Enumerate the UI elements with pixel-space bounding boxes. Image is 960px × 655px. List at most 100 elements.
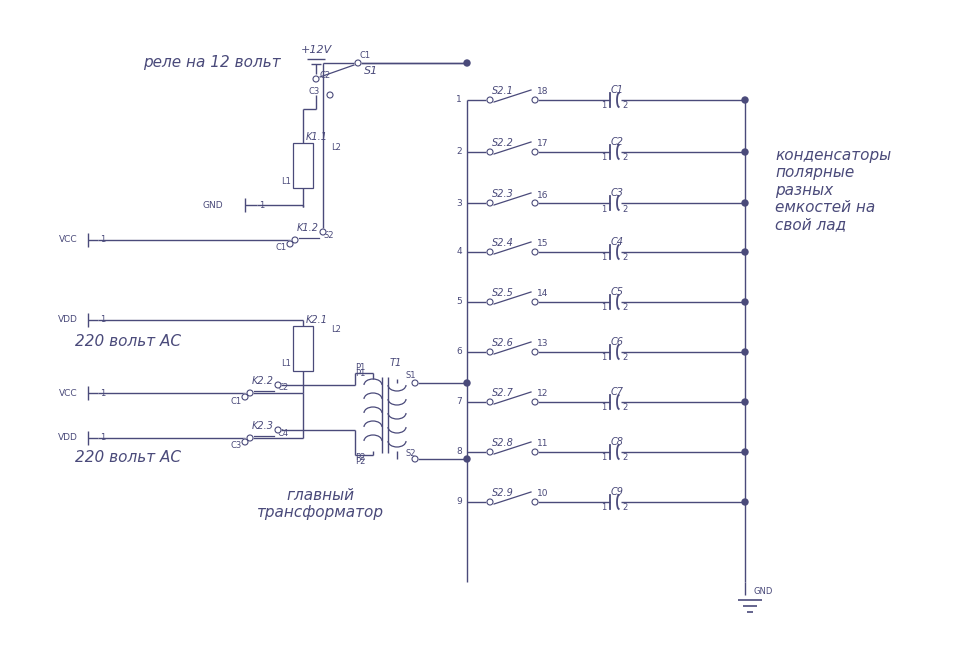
Text: C1: C1	[276, 244, 287, 252]
Text: P1: P1	[355, 369, 366, 377]
Text: L1: L1	[281, 360, 291, 369]
Circle shape	[742, 449, 748, 455]
Circle shape	[742, 299, 748, 305]
Text: 1: 1	[100, 388, 106, 398]
Text: S2: S2	[405, 449, 416, 457]
Text: K2.1: K2.1	[306, 315, 328, 325]
Circle shape	[532, 299, 538, 305]
Text: C4: C4	[611, 237, 624, 247]
Text: K2.3: K2.3	[252, 421, 274, 431]
Text: 1: 1	[601, 204, 607, 214]
Circle shape	[464, 60, 470, 66]
Circle shape	[487, 449, 493, 455]
Circle shape	[247, 390, 253, 396]
Circle shape	[532, 499, 538, 505]
Text: GND: GND	[753, 588, 773, 597]
Circle shape	[742, 499, 748, 505]
Circle shape	[355, 60, 361, 66]
Circle shape	[532, 349, 538, 355]
Text: C1: C1	[611, 85, 624, 95]
Circle shape	[742, 149, 748, 155]
Text: S2: S2	[323, 231, 333, 240]
Text: C3: C3	[230, 441, 242, 451]
Text: VDD: VDD	[59, 316, 78, 324]
Text: 1: 1	[601, 504, 607, 512]
Circle shape	[320, 229, 326, 235]
Text: C2: C2	[278, 383, 289, 392]
Text: L2: L2	[331, 326, 341, 335]
Text: 11: 11	[537, 440, 548, 449]
Text: VDD: VDD	[59, 434, 78, 443]
Circle shape	[464, 456, 470, 462]
Text: C1: C1	[230, 396, 242, 405]
Text: K1.2: K1.2	[297, 223, 319, 233]
Text: 1: 1	[601, 303, 607, 312]
Text: 18: 18	[537, 88, 548, 96]
Text: 220 вольт AC: 220 вольт AC	[75, 451, 181, 466]
Text: главный
трансформатор: главный трансформатор	[256, 488, 383, 521]
Text: C6: C6	[611, 337, 624, 347]
Circle shape	[242, 439, 248, 445]
Text: C2: C2	[319, 71, 330, 79]
Circle shape	[742, 200, 748, 206]
Circle shape	[287, 241, 293, 247]
Text: 2: 2	[622, 102, 627, 111]
Text: S1: S1	[364, 66, 378, 76]
Circle shape	[742, 399, 748, 405]
Text: 2: 2	[622, 453, 627, 462]
Circle shape	[275, 382, 281, 388]
Text: 4: 4	[456, 248, 462, 257]
Text: C3: C3	[611, 188, 624, 198]
Circle shape	[532, 149, 538, 155]
Text: S2.8: S2.8	[492, 438, 514, 448]
Text: L1: L1	[281, 176, 291, 185]
Text: S2.1: S2.1	[492, 86, 514, 96]
Text: 2: 2	[456, 147, 462, 157]
Text: конденсаторы
полярные
разных
емкостей на
свой лад: конденсаторы полярные разных емкостей на…	[775, 148, 891, 233]
Text: 1: 1	[100, 434, 106, 443]
Text: K2.2: K2.2	[252, 376, 274, 386]
Text: 7: 7	[456, 398, 462, 407]
Text: C5: C5	[611, 287, 624, 297]
Text: 1: 1	[601, 403, 607, 413]
Text: 1: 1	[456, 96, 462, 105]
Text: S2.7: S2.7	[492, 388, 514, 398]
Circle shape	[487, 349, 493, 355]
Text: 17: 17	[537, 140, 548, 149]
Text: C2: C2	[611, 137, 624, 147]
Circle shape	[275, 427, 281, 433]
Text: 2: 2	[622, 204, 627, 214]
Circle shape	[487, 249, 493, 255]
Text: GND: GND	[203, 200, 223, 210]
Text: C8: C8	[611, 437, 624, 447]
Text: 2: 2	[622, 253, 627, 263]
Circle shape	[742, 97, 748, 103]
Text: 220 вольт AC: 220 вольт AC	[75, 335, 181, 350]
Text: L2: L2	[331, 143, 341, 151]
Text: 9: 9	[456, 498, 462, 506]
Text: S2.4: S2.4	[492, 238, 514, 248]
Text: 1: 1	[601, 102, 607, 111]
Bar	[293, 143, 313, 188]
Circle shape	[487, 399, 493, 405]
Text: 1: 1	[601, 253, 607, 263]
Text: 2: 2	[622, 504, 627, 512]
Text: 2: 2	[622, 354, 627, 362]
Bar	[293, 326, 313, 371]
Text: 13: 13	[537, 339, 548, 348]
Text: 3: 3	[456, 198, 462, 208]
Text: S1: S1	[405, 371, 416, 379]
Circle shape	[487, 499, 493, 505]
Text: S2.3: S2.3	[492, 189, 514, 199]
Text: реле на 12 вольт: реле на 12 вольт	[143, 54, 280, 69]
Circle shape	[412, 380, 418, 386]
Circle shape	[313, 76, 319, 82]
Text: C4: C4	[278, 428, 289, 438]
Text: 1: 1	[100, 236, 106, 244]
Circle shape	[532, 97, 538, 103]
Text: 15: 15	[537, 240, 548, 248]
Text: 2: 2	[622, 153, 627, 162]
Text: C1: C1	[360, 50, 372, 60]
Text: 2: 2	[622, 303, 627, 312]
Text: S2.9: S2.9	[492, 488, 514, 498]
